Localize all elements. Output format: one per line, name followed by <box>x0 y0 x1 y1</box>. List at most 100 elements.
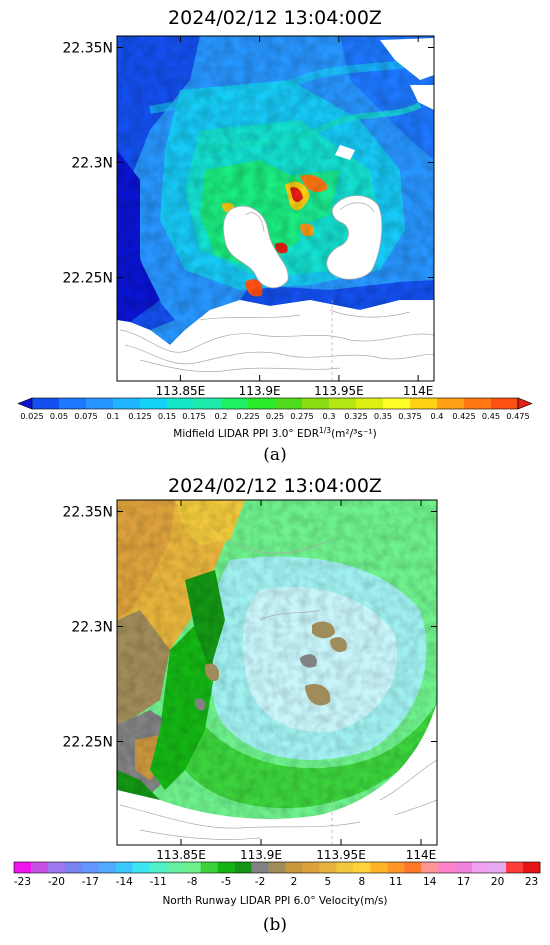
colorbar-cell <box>30 862 49 873</box>
colorbar-cell <box>140 398 168 409</box>
colorbar-cell <box>302 862 320 873</box>
colorbar-arrow-high <box>517 397 533 410</box>
colorbar-cell <box>356 398 384 409</box>
colorbar-tick-label: 0.35 <box>374 411 392 421</box>
colorbar-cell <box>98 862 117 873</box>
colorbar-cell <box>221 398 249 409</box>
colorbar-tick-label: 0.125 <box>128 411 151 421</box>
colorbar-tick-label: 8 <box>358 876 365 888</box>
colorbar-cell <box>115 862 134 873</box>
x-tick-label: 113.85E <box>156 384 206 398</box>
colorbar-tick-label: 23 <box>525 876 538 888</box>
colorbar-cell <box>217 862 235 873</box>
y-tick-label: 22.3N <box>71 156 113 172</box>
colorbar-cell <box>234 862 252 873</box>
colorbar-cell <box>353 862 371 873</box>
y-tick-label: 22.35N <box>62 505 113 521</box>
colorbar-tick-label: -2 <box>255 876 265 888</box>
colorbar-cell <box>166 862 184 873</box>
x-tick-label: 113.9E <box>240 848 282 862</box>
colorbar: 0.025 0.05 0.075 0.1 0.125 0.15 0.175 0.2 0.225 0… <box>17 397 533 421</box>
x-tick-label: 113.85E <box>156 848 206 862</box>
colorbar-cell <box>64 862 83 873</box>
colorbar-cell <box>523 862 541 873</box>
colorbar-tick-label: 0.375 <box>398 411 421 421</box>
colorbar-cell <box>472 862 490 873</box>
colorbar-tick-label: 0.15 <box>158 411 176 421</box>
colorbar-cell <box>167 398 195 409</box>
colorbar-tick-label: 0.475 <box>506 411 529 421</box>
colorbar-tick-label: 0.4 <box>430 411 443 421</box>
colorbar-cell <box>285 862 303 873</box>
colorbar-tick-label: 0.075 <box>74 411 97 421</box>
colorbar-cell <box>489 862 507 873</box>
colorbar-tick-label: 0.175 <box>182 411 205 421</box>
colorbar-cell <box>404 862 422 873</box>
colorbar-cell <box>183 862 201 873</box>
colorbar-label: North Runway LIDAR PPI 6.0° Velocity(m/s… <box>162 895 387 907</box>
colorbar: -23 -20 -17 -14 -11 -8 -5 -2 2 5 8 11 14 17 20 23 <box>13 861 541 888</box>
colorbar-cell <box>506 862 524 873</box>
colorbar-cell <box>86 398 114 409</box>
colorbar-frame <box>13 861 541 874</box>
colorbar-tick-label: -23 <box>14 876 31 888</box>
chart-title: 2024/02/12 13:04:00Z <box>168 7 382 29</box>
edr-field <box>117 36 434 381</box>
colorbar-tick-label: -20 <box>48 876 65 888</box>
colorbar-cell <box>410 398 438 409</box>
edr-chart: 2024/02/12 13:04:00Z <box>17 7 533 440</box>
y-tick-label: 22.35N <box>62 41 113 57</box>
colorbar-tick-label: 17 <box>457 876 470 888</box>
panel-label-b: (b) <box>262 915 288 935</box>
colorbar-cell <box>329 398 357 409</box>
velocity-field <box>117 500 437 845</box>
colorbar-cell <box>251 862 269 873</box>
colorbar-frame <box>31 397 519 410</box>
colorbar-tick-label: 14 <box>423 876 437 888</box>
colorbar-cell <box>438 862 456 873</box>
colorbar-cell <box>387 862 405 873</box>
y-tick-label: 22.3N <box>71 620 113 636</box>
colorbar-cell <box>132 862 151 873</box>
colorbar-tick-label: -8 <box>187 876 197 888</box>
colorbar-cell <box>47 862 66 873</box>
colorbar-cell <box>14 862 32 873</box>
colorbar-cell <box>491 398 519 409</box>
colorbar-tick-label: 0.425 <box>452 411 475 421</box>
colorbar-tick-label: 0.05 <box>50 411 68 421</box>
y-tick-label: 22.25N <box>62 271 113 287</box>
colorbar-tick-label: 0.1 <box>106 411 119 421</box>
x-tick-label: 113.95E <box>314 384 364 398</box>
colorbar-cell <box>455 862 473 873</box>
colorbar-tick-label: -11 <box>150 876 167 888</box>
x-tick-label: 114E <box>406 848 437 862</box>
colorbar-cell <box>302 398 330 409</box>
colorbar-cell <box>59 398 87 409</box>
colorbar-cell <box>149 862 168 873</box>
colorbar-tick-label: 0.275 <box>290 411 313 421</box>
colorbar-cell <box>336 862 354 873</box>
plot-frame <box>116 499 438 846</box>
chart-title: 2024/02/12 13:04:00Z <box>168 475 382 497</box>
panel-label-a: (a) <box>263 445 287 465</box>
colorbar-label: Midfield LIDAR PPI 3.0° EDR1/3(m²/³s⁻¹) <box>173 426 376 440</box>
colorbar-tick-label: 5 <box>325 876 332 888</box>
y-tick-label: 22.25N <box>62 735 113 751</box>
colorbar-cell <box>383 398 411 409</box>
colorbar-tick-label: 0.225 <box>236 411 259 421</box>
colorbar-tick-label: 0.45 <box>482 411 500 421</box>
axes: 113.85E 113.9E 113.95E 114E 22.25N 22.3N 22.35… <box>62 36 434 398</box>
colorbar-cell <box>32 398 60 409</box>
colorbar-cell <box>248 398 276 409</box>
colorbar-tick-label: 0.025 <box>20 411 43 421</box>
colorbar-tick-label: 0.2 <box>214 411 227 421</box>
colorbar-cell <box>268 862 286 873</box>
velocity-chart: 2024/02/12 13:04:00Z <box>13 475 541 907</box>
colorbar-tick-label: 0.325 <box>344 411 367 421</box>
colorbar-cell <box>437 398 465 409</box>
colorbar-tick-label: -14 <box>116 876 133 888</box>
x-tick-label: 113.95E <box>316 848 366 862</box>
colorbar-tick-label: 11 <box>389 876 402 888</box>
colorbar-cell <box>464 398 492 409</box>
colorbar-tick-label: 2 <box>291 876 298 888</box>
